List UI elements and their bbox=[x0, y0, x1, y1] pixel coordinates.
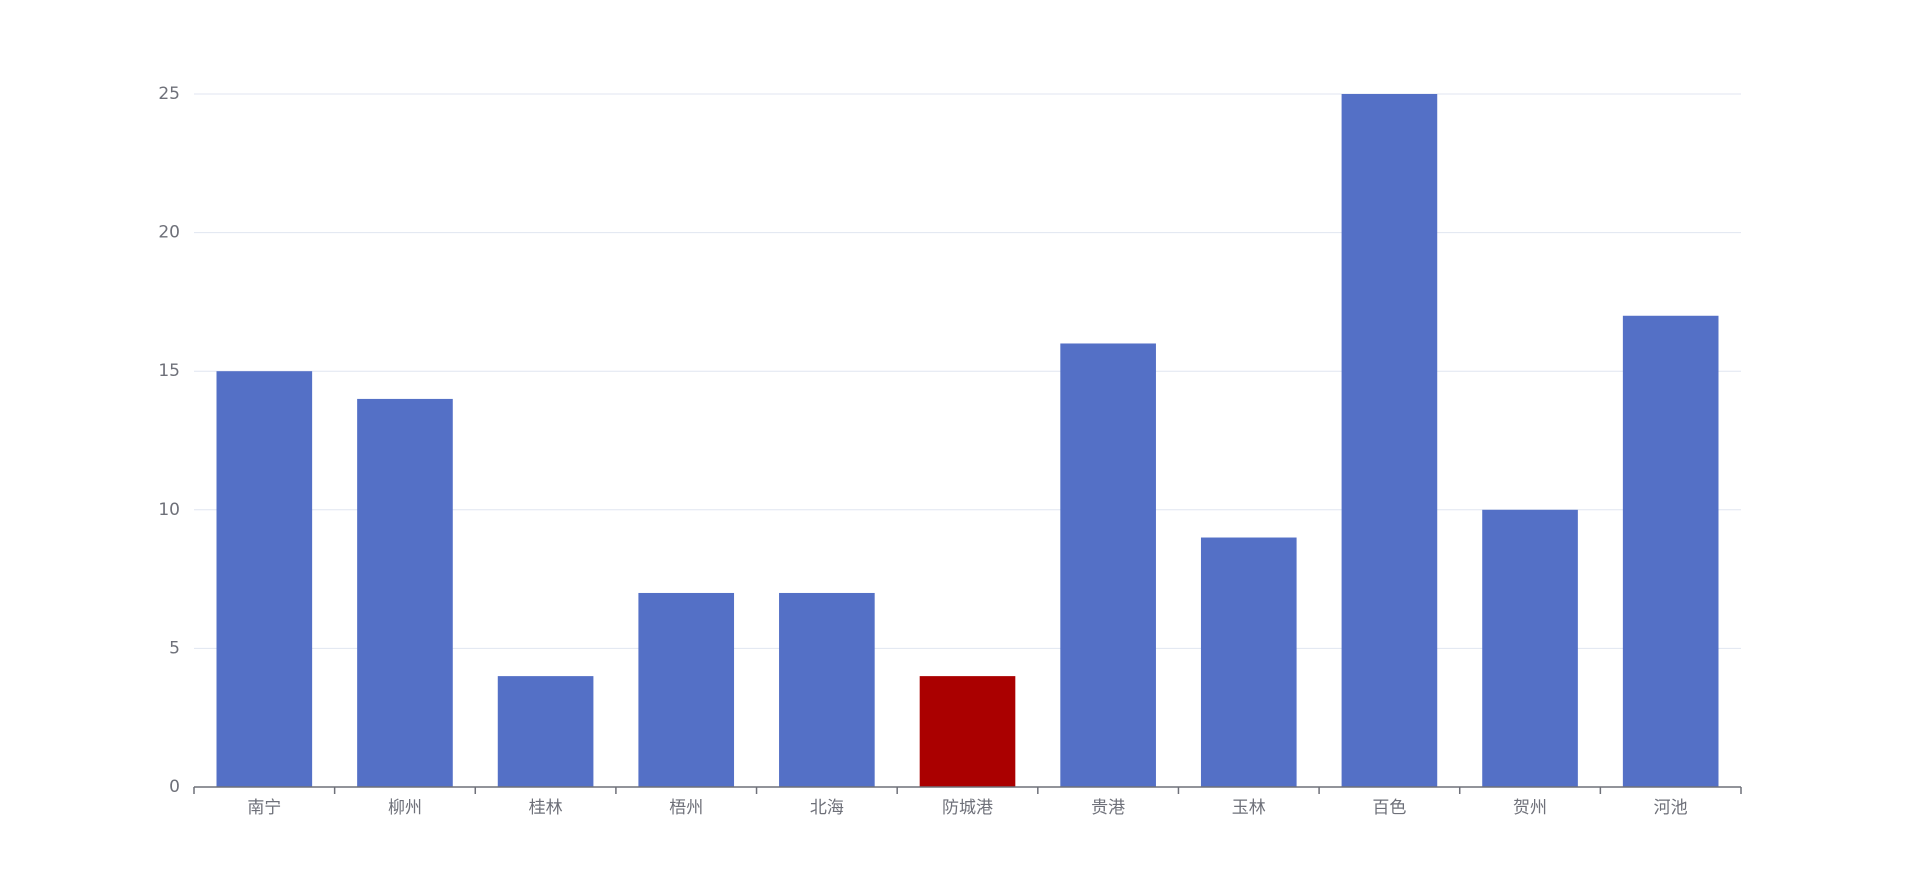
y-tick-label: 0 bbox=[169, 777, 180, 797]
x-tick-label: 南宁 bbox=[247, 798, 281, 818]
bar bbox=[1200, 537, 1297, 787]
x-tick-label: 防城港 bbox=[942, 798, 993, 818]
bar bbox=[497, 676, 594, 787]
bar bbox=[1482, 509, 1578, 787]
y-tick-label: 10 bbox=[158, 500, 180, 520]
x-tick-label: 河池 bbox=[1654, 798, 1688, 818]
bar bbox=[919, 676, 1016, 787]
x-tick-label: 桂林 bbox=[529, 798, 563, 818]
bar bbox=[1341, 94, 1438, 787]
bar bbox=[1622, 315, 1719, 787]
bar bbox=[638, 592, 735, 787]
x-tick-label: 玉林 bbox=[1232, 798, 1266, 818]
y-tick-label: 25 bbox=[158, 84, 180, 104]
x-tick-label: 百色 bbox=[1372, 798, 1406, 818]
bar bbox=[357, 398, 453, 787]
bar bbox=[216, 371, 313, 787]
y-tick-label: 15 bbox=[158, 361, 180, 381]
x-tick-label: 北海 bbox=[810, 798, 844, 818]
x-tick-label: 梧州 bbox=[669, 798, 703, 818]
x-tick-label: 柳州 bbox=[388, 798, 422, 818]
bar bbox=[1060, 343, 1156, 787]
x-tick-label: 贵港 bbox=[1091, 798, 1125, 818]
x-tick-label: 贺州 bbox=[1513, 798, 1547, 818]
y-tick-label: 5 bbox=[169, 638, 180, 658]
y-tick-label: 20 bbox=[158, 223, 180, 243]
bar bbox=[779, 592, 875, 787]
